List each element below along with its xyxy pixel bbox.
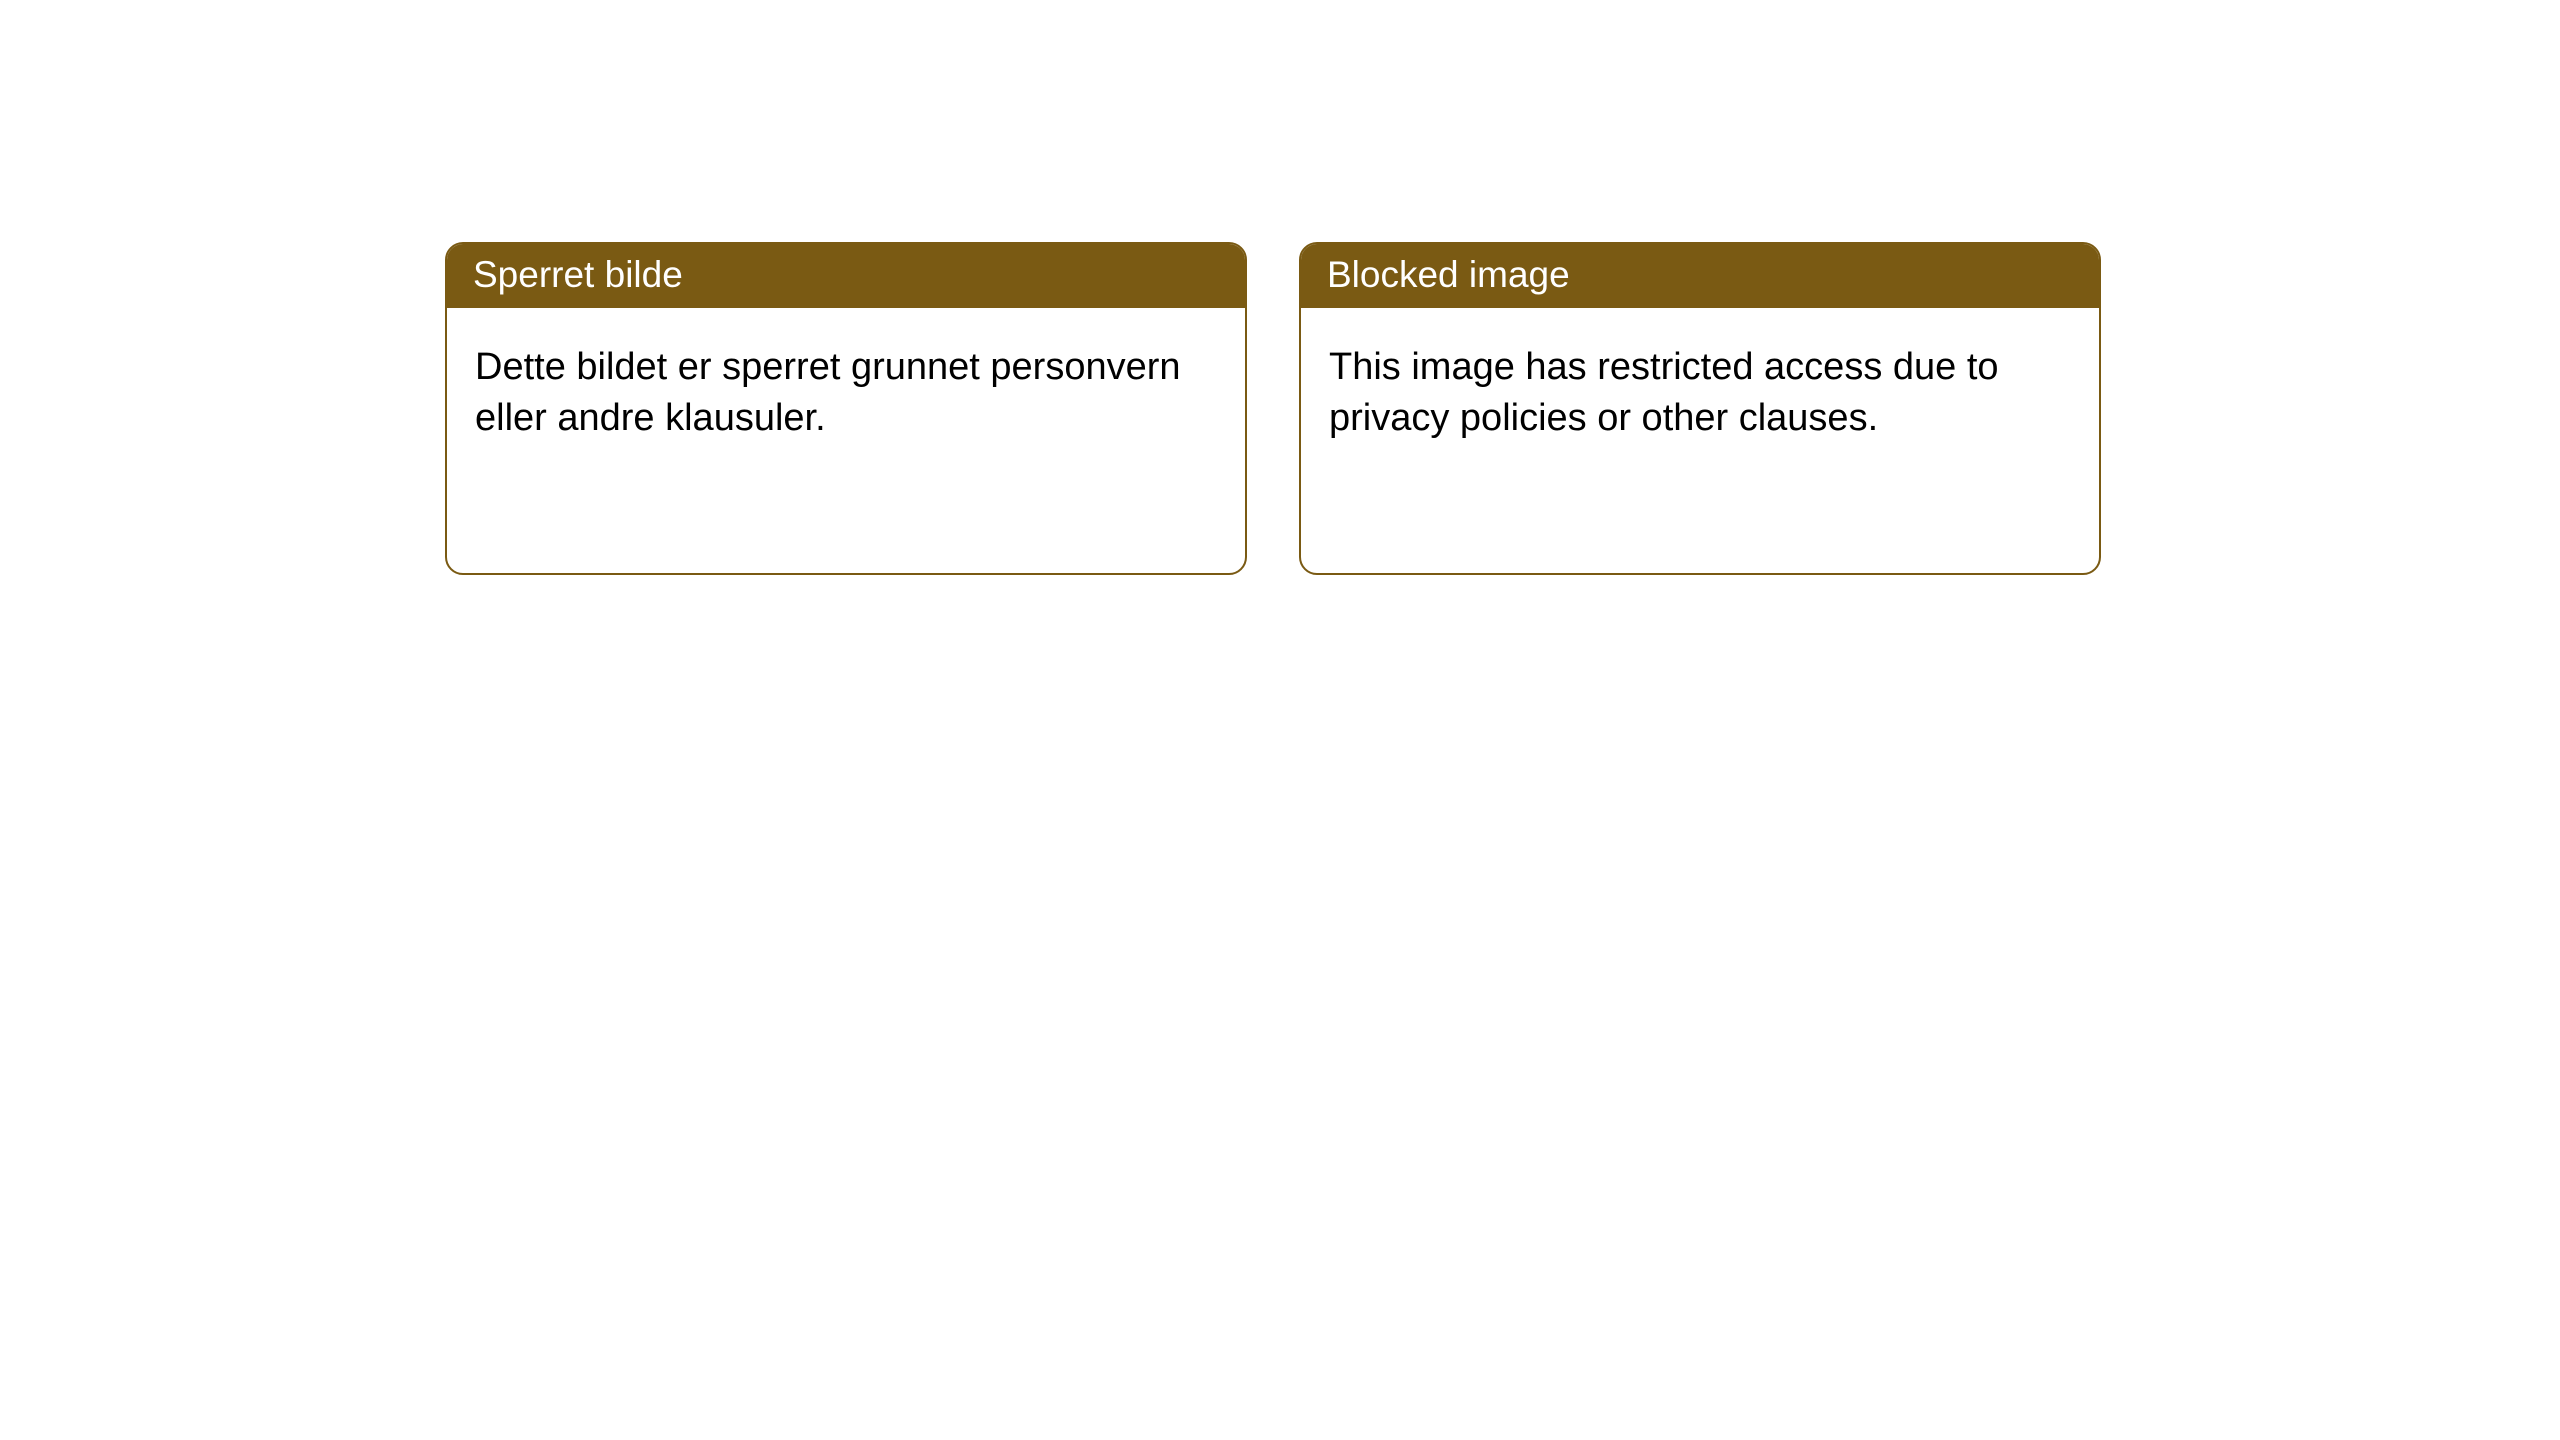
card-body-text: This image has restricted access due to …	[1329, 346, 1999, 439]
card-body: Dette bildet er sperret grunnet personve…	[447, 308, 1245, 479]
card-english: Blocked image This image has restricted …	[1299, 242, 2101, 575]
card-header: Blocked image	[1301, 244, 2099, 308]
card-body: This image has restricted access due to …	[1301, 308, 2099, 479]
cards-container: Sperret bilde Dette bildet er sperret gr…	[445, 242, 2101, 575]
card-body-text: Dette bildet er sperret grunnet personve…	[475, 346, 1181, 439]
card-title: Sperret bilde	[473, 254, 683, 295]
card-header: Sperret bilde	[447, 244, 1245, 308]
card-title: Blocked image	[1327, 254, 1570, 295]
card-norwegian: Sperret bilde Dette bildet er sperret gr…	[445, 242, 1247, 575]
